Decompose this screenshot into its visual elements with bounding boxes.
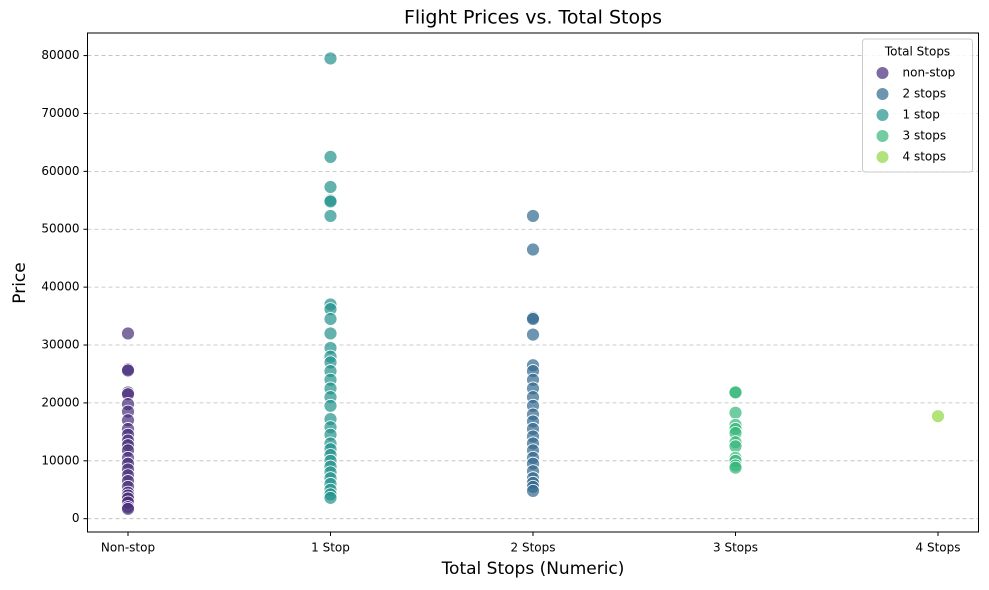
point (526, 242, 540, 257)
plot-frame (87, 32, 979, 533)
legend-title: Total Stops (884, 45, 950, 59)
y-tick-label: 80000 (41, 48, 79, 62)
point (323, 194, 338, 209)
point (323, 149, 338, 164)
y-tick-label: 70000 (41, 106, 79, 120)
y-tick-label: 40000 (41, 280, 79, 294)
point (323, 490, 338, 505)
point (728, 405, 743, 420)
x-tick-label: 2 Stops (511, 541, 556, 555)
point (323, 180, 338, 194)
point (526, 209, 540, 223)
x-tick-label: 1 Stop (311, 541, 350, 555)
y-tick-label: 0 (72, 511, 80, 525)
y-tick-label: 60000 (41, 164, 79, 178)
chart-title: Flight Prices vs. Total Stops (404, 7, 662, 29)
y-tick-label: 20000 (41, 395, 79, 409)
y-axis-label: Price (10, 262, 30, 303)
x-tick-label: Non-stop (101, 541, 155, 555)
legend-marker (876, 67, 889, 79)
legend-label: 3 stops (903, 129, 947, 143)
legend-marker (876, 151, 889, 163)
y-tick-label: 10000 (41, 453, 79, 467)
point (121, 326, 135, 341)
x-axis-label: Total Stops (Numeric) (441, 559, 625, 579)
point (728, 385, 743, 400)
legend-label: non-stop (903, 66, 956, 80)
legend-label: 1 stop (903, 108, 940, 122)
point (121, 363, 135, 378)
point (323, 326, 338, 341)
point (323, 312, 338, 326)
legend-label: 2 stops (903, 87, 947, 101)
x-tick-label: 3 Stops (713, 541, 758, 555)
x-tick-label: 4 Stops (916, 541, 961, 555)
y-tick-label: 50000 (41, 222, 79, 236)
legend-box (862, 38, 973, 173)
legend-label: 4 stops (903, 150, 947, 164)
point (323, 209, 338, 223)
point (526, 327, 540, 342)
point (526, 483, 540, 498)
y-tick-label: 30000 (41, 338, 79, 352)
legend-marker (876, 109, 889, 121)
point (728, 439, 743, 454)
point (323, 51, 338, 66)
point (526, 312, 540, 326)
point (931, 409, 945, 424)
point (121, 501, 135, 516)
legend-marker (876, 130, 889, 142)
point (728, 460, 743, 475)
point (323, 398, 338, 413)
legend-marker (876, 88, 889, 100)
